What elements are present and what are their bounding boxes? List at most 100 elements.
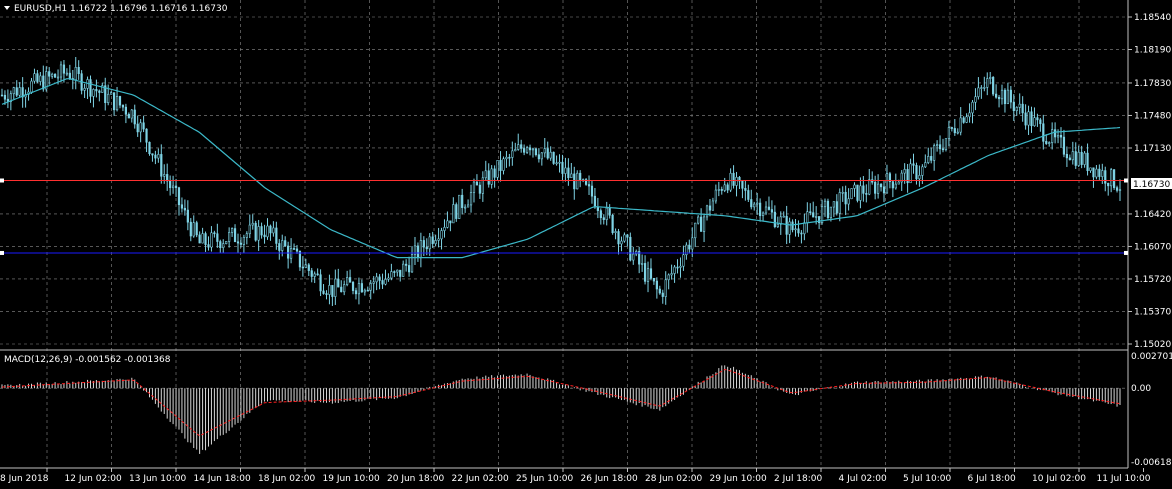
candle-body: [865, 193, 868, 195]
candle-body: [950, 127, 953, 129]
candle-body: [346, 277, 349, 285]
time-tick-label: 25 Jun 10:00: [516, 474, 573, 484]
candle-body: [458, 194, 461, 219]
candle-body: [228, 232, 231, 242]
candle-body: [670, 273, 673, 276]
candle-body: [233, 228, 237, 243]
candle-body: [1033, 117, 1036, 127]
candle-body: [110, 92, 113, 95]
candle-body: [278, 243, 281, 251]
candle-body: [45, 71, 48, 90]
time-tick-label: 4 Jul 02:00: [839, 474, 888, 484]
candle-body: [363, 289, 366, 293]
level-handle[interactable]: [1124, 250, 1128, 255]
candle-body: [68, 72, 71, 79]
candle-body: [275, 227, 278, 244]
time-tick-label: 11 Jul 10:00: [1097, 474, 1151, 484]
candle-body: [838, 192, 841, 214]
candle-body: [136, 123, 139, 133]
candle-body: [248, 224, 251, 235]
candle-body: [803, 222, 806, 235]
candle-body: [537, 154, 540, 160]
candle-body: [700, 216, 703, 232]
candle-body: [357, 283, 361, 295]
candle-body: [1107, 182, 1110, 187]
candle-body: [1068, 157, 1071, 161]
candle-body: [1115, 187, 1119, 191]
level-handle[interactable]: [1124, 178, 1128, 183]
candle-body: [316, 273, 319, 276]
candle-body: [251, 222, 254, 226]
candle-body: [927, 156, 930, 163]
candle-body: [422, 240, 425, 248]
candle-body: [877, 183, 880, 194]
candle-body: [915, 165, 918, 180]
candle-body: [888, 173, 892, 182]
candle-body: [198, 234, 201, 244]
candle-body: [815, 216, 818, 218]
candle-body: [894, 183, 897, 189]
candle-body: [322, 290, 325, 294]
candle-body: [638, 251, 641, 265]
candle-body: [508, 156, 511, 159]
candle-body: [717, 189, 720, 191]
candle-body: [770, 209, 774, 213]
level-handle[interactable]: [0, 178, 4, 183]
candle-body: [39, 75, 42, 82]
candle-body: [375, 276, 378, 283]
candle-body: [343, 284, 346, 293]
candle-body: [986, 78, 989, 88]
candle-body: [98, 90, 101, 93]
candle-body: [856, 184, 859, 201]
candle-body: [977, 87, 980, 98]
candle-body: [505, 156, 508, 160]
candle-body: [847, 198, 850, 205]
time-tick-label: 19 Jun 10:00: [323, 474, 380, 484]
candle-body: [1104, 170, 1107, 184]
candle-body: [33, 73, 36, 82]
macd-signal-line: [1, 368, 1121, 437]
horizontal-levels[interactable]: [0, 178, 1128, 255]
candle-body: [254, 222, 257, 241]
candle-body: [142, 122, 145, 130]
candle-body: [207, 244, 210, 248]
candle-body: [555, 162, 558, 165]
candle-body: [148, 141, 151, 155]
candle-body: [405, 263, 408, 266]
price-tick-label: 1.16070: [1134, 242, 1171, 252]
time-tick-label: 18 Jun 02:00: [258, 474, 315, 484]
symbol-title: EURUSD,H1 1.16722 1.16796 1.16716 1.1673…: [14, 4, 228, 14]
candle-body: [1036, 117, 1039, 121]
candle-body: [107, 93, 110, 103]
candle-body: [1118, 189, 1122, 191]
candle-body: [51, 73, 54, 77]
candle-body: [862, 185, 865, 194]
level-handle[interactable]: [0, 250, 4, 255]
candle-body: [882, 186, 886, 194]
candle-body: [694, 222, 697, 239]
time-axis: 8 Jun 2018 12 Jun 02:00 13 Jun 10:00 14 Jun…: [0, 468, 1151, 484]
price-tick-label: 1.17480: [1134, 111, 1171, 121]
candle-body: [968, 112, 971, 118]
candle-body: [1101, 170, 1104, 177]
candle-body: [829, 206, 833, 219]
candle-body: [679, 265, 682, 268]
candle-body: [331, 285, 334, 297]
candle-body: [307, 264, 310, 271]
collapse-triangle-icon[interactable]: [4, 6, 10, 10]
candle-body: [337, 278, 340, 288]
candle-body: [614, 231, 617, 234]
candle-body: [750, 199, 753, 208]
candle-body: [145, 128, 148, 143]
candle-body: [534, 148, 538, 156]
price-tick-label: 1.18540: [1134, 13, 1171, 23]
time-tick-label: 14 Jun 18:00: [194, 474, 251, 484]
macd-plot[interactable]: [1, 365, 1121, 454]
candle-body: [443, 227, 446, 231]
macd-axis: 0.002701 0.00 -0.006182: [1131, 352, 1172, 468]
candle-body: [720, 189, 723, 191]
candle-body: [390, 271, 393, 279]
price-tick-label: 1.15720: [1134, 275, 1171, 285]
candle-body: [729, 172, 732, 191]
